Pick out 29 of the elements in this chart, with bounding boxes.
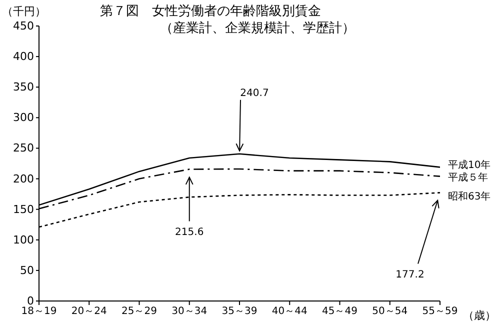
series-label: 昭和63年	[448, 190, 491, 203]
x-tick-label: 20～24	[71, 306, 107, 318]
y-tick-label: 200	[13, 172, 34, 186]
y-tick-label: 250	[13, 142, 34, 155]
series-label: 平成10年	[448, 159, 491, 172]
chart-subtitle: （産業計、企業規模計、学歴計）	[160, 20, 355, 37]
annotation: 215.6	[175, 227, 204, 238]
x-tick-label: 30～34	[172, 306, 208, 318]
y-tick-label: 100	[13, 233, 34, 246]
x-tick-label: 25～29	[122, 306, 157, 318]
y-axis-title: （千円）	[2, 4, 46, 19]
annotation: 177.2	[396, 270, 424, 281]
y-tick-label: 0	[27, 294, 34, 308]
y-tick-label: 450	[13, 20, 34, 32]
x-tick-label: 50～54	[372, 306, 408, 318]
chart-title: 第７図 女性労働者の年齢階級別賃金	[100, 3, 321, 20]
y-tick-label: 350	[13, 80, 34, 94]
x-tick-label: 55～59	[422, 306, 458, 318]
y-tick-label: 400	[13, 50, 34, 64]
x-tick-label: 45～49	[322, 306, 358, 318]
y-tick-label: 150	[13, 202, 34, 216]
y-tick-label: 300	[13, 111, 34, 124]
x-tick-label: 35～39	[222, 306, 258, 318]
y-tick-label: 50	[20, 264, 34, 277]
x-tick-label: 40～44	[272, 306, 308, 318]
x-axis-title: （歳）	[463, 308, 496, 323]
x-tick-label: 18～19	[21, 306, 57, 318]
series-label: 平成５年	[448, 171, 488, 184]
annotation: 240.7	[240, 88, 269, 99]
